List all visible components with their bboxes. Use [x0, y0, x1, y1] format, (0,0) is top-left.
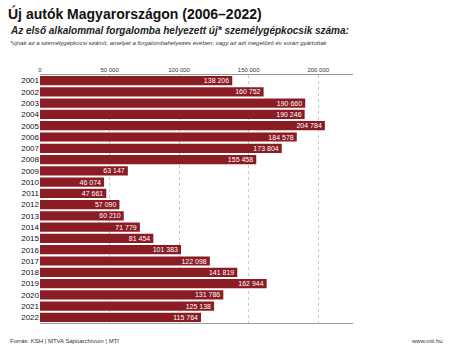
- svg-text:141 819: 141 819: [209, 269, 234, 276]
- svg-text:184 578: 184 578: [268, 134, 293, 141]
- svg-text:2008: 2008: [21, 155, 39, 164]
- svg-text:2020: 2020: [21, 291, 39, 300]
- svg-text:2010: 2010: [21, 178, 39, 187]
- svg-text:131 786: 131 786: [195, 291, 220, 298]
- svg-text:2002: 2002: [21, 88, 39, 97]
- svg-text:125 138: 125 138: [186, 303, 211, 310]
- svg-text:2011: 2011: [22, 189, 40, 198]
- svg-text:2015: 2015: [21, 234, 39, 243]
- svg-text:60 210: 60 210: [99, 212, 121, 219]
- svg-text:115 764: 115 764: [173, 314, 198, 321]
- svg-text:138 206: 138 206: [204, 77, 229, 84]
- svg-text:155 458: 155 458: [228, 156, 253, 163]
- svg-text:2005: 2005: [21, 122, 39, 131]
- svg-text:2001: 2001: [21, 76, 39, 85]
- svg-text:2009: 2009: [21, 167, 39, 176]
- svg-text:160 752: 160 752: [235, 88, 260, 95]
- svg-text:2012: 2012: [21, 200, 39, 209]
- svg-text:200 000: 200 000: [307, 67, 329, 73]
- svg-text:*újnak az a személygépkocsi sz: *újnak az a személygépkocsi számít, amel…: [10, 40, 327, 46]
- svg-text:2018: 2018: [21, 268, 39, 277]
- svg-text:2021: 2021: [21, 302, 39, 311]
- svg-text:Új autók Magyarországon (2006–: Új autók Magyarországon (2006–2022): [8, 5, 262, 22]
- svg-text:173 804: 173 804: [253, 145, 278, 152]
- svg-text:63 147: 63 147: [103, 167, 125, 174]
- svg-text:71 779: 71 779: [115, 224, 137, 231]
- svg-text:2014: 2014: [21, 223, 39, 232]
- svg-text:Forrás: KSH | MTVA Sajtóarchív: Forrás: KSH | MTVA Sajtóarchívum | MTI: [10, 338, 119, 344]
- svg-text:2003: 2003: [21, 99, 39, 108]
- svg-text:2007: 2007: [21, 144, 39, 153]
- svg-text:www.mti.hu: www.mti.hu: [411, 338, 443, 344]
- svg-text:100 000: 100 000: [168, 67, 190, 73]
- svg-text:190 660: 190 660: [277, 100, 302, 107]
- svg-text:50 000: 50 000: [100, 67, 119, 73]
- svg-text:2019: 2019: [21, 279, 39, 288]
- svg-text:2006: 2006: [21, 133, 39, 142]
- svg-text:122 098: 122 098: [181, 258, 206, 265]
- svg-text:162 944: 162 944: [238, 280, 263, 287]
- svg-text:150 000: 150 000: [238, 67, 260, 73]
- svg-text:57 090: 57 090: [95, 201, 117, 208]
- svg-text:46 074: 46 074: [80, 179, 102, 186]
- svg-text:Az első alkalommal forgalomba: Az első alkalommal forgalomba helyezett …: [10, 25, 349, 36]
- svg-text:47 661: 47 661: [82, 190, 104, 197]
- svg-text:2016: 2016: [21, 246, 39, 255]
- svg-text:0: 0: [38, 67, 42, 73]
- svg-text:2017: 2017: [21, 257, 39, 266]
- svg-text:81 454: 81 454: [129, 235, 151, 242]
- svg-text:2022: 2022: [21, 313, 39, 322]
- svg-text:204 784: 204 784: [296, 122, 321, 129]
- svg-text:101 383: 101 383: [153, 246, 178, 253]
- svg-text:2013: 2013: [21, 212, 39, 221]
- svg-text:190 246: 190 246: [276, 111, 301, 118]
- svg-text:2004: 2004: [21, 110, 39, 119]
